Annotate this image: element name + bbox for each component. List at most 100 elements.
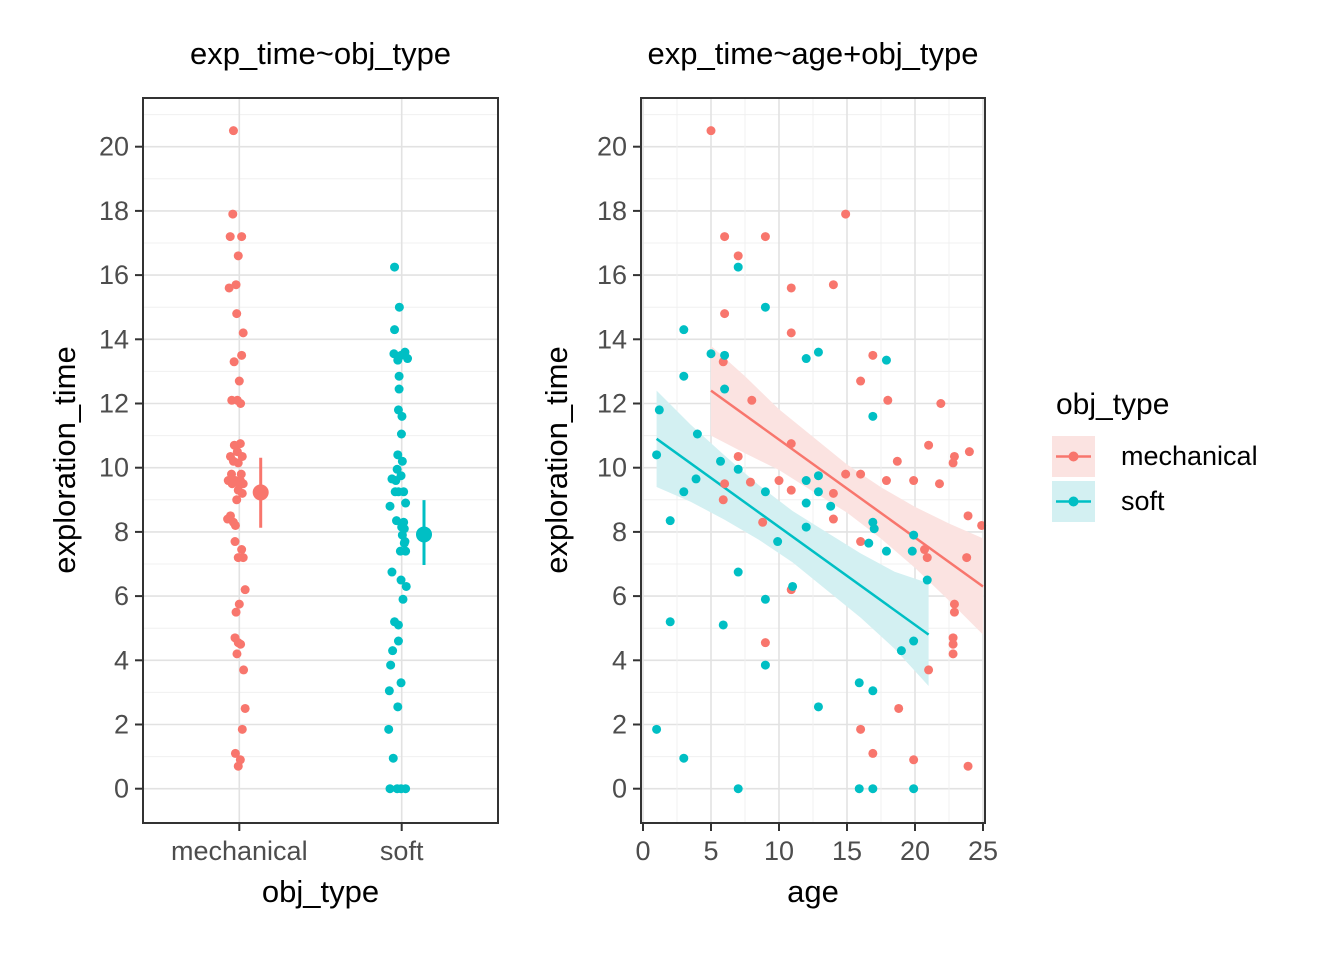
data-point — [398, 594, 408, 604]
data-point — [716, 456, 726, 466]
data-point — [948, 633, 958, 643]
legend-entry-soft: soft — [1052, 481, 1258, 522]
data-point — [801, 498, 811, 508]
data-point — [399, 538, 409, 548]
data-point — [397, 411, 407, 421]
left-y-axis-title: exploration_time — [47, 346, 82, 574]
data-point — [963, 761, 973, 771]
data-point — [232, 649, 242, 659]
data-point — [936, 399, 946, 408]
data-point — [679, 487, 689, 497]
data-point — [401, 498, 411, 508]
data-point — [909, 530, 919, 540]
data-point — [390, 262, 400, 272]
data-point — [948, 649, 958, 659]
data-point — [760, 302, 770, 312]
data-point — [864, 538, 874, 548]
data-point — [237, 488, 247, 498]
svg-text:0: 0 — [612, 774, 627, 804]
svg-text:8: 8 — [612, 517, 627, 547]
data-point — [813, 347, 823, 357]
legend-key-soft-icon — [1052, 481, 1095, 522]
svg-text:25: 25 — [968, 836, 998, 866]
data-point — [396, 678, 406, 688]
data-point — [229, 357, 239, 367]
data-point — [758, 517, 768, 527]
data-point — [393, 487, 403, 497]
data-point — [733, 784, 743, 794]
data-point — [733, 262, 743, 272]
data-point — [390, 325, 400, 335]
data-point — [236, 639, 246, 649]
data-point — [813, 471, 823, 481]
data-point — [394, 384, 404, 394]
data-point — [868, 350, 878, 360]
legend-title: obj_type — [1056, 388, 1170, 421]
data-point — [232, 309, 242, 319]
svg-text:20: 20 — [99, 132, 129, 162]
data-point — [234, 376, 244, 386]
regression-line-soft — [655, 437, 930, 636]
data-point — [393, 620, 403, 630]
data-point — [720, 309, 730, 319]
jitter-points-mechanical — [223, 126, 250, 771]
data-point — [760, 638, 770, 648]
data-point — [386, 660, 396, 670]
data-point — [720, 232, 730, 242]
data-point — [813, 702, 823, 712]
data-point — [760, 232, 770, 242]
legend-label-mechanical: mechanical — [1121, 441, 1258, 471]
confidence-ribbon-mechanical — [711, 345, 983, 635]
data-point — [907, 546, 917, 556]
mean-ci-soft — [416, 500, 432, 565]
data-point — [786, 485, 796, 495]
data-point — [236, 399, 246, 408]
right-panel-border — [640, 97, 986, 824]
scatter-points-mechanical — [706, 126, 987, 771]
svg-text:12: 12 — [99, 389, 129, 419]
svg-text:14: 14 — [99, 324, 129, 354]
svg-text:4: 4 — [114, 645, 129, 675]
data-point — [706, 349, 716, 359]
svg-text:8: 8 — [114, 517, 129, 547]
data-point — [856, 469, 866, 479]
data-point — [691, 474, 701, 484]
data-point — [909, 476, 919, 486]
data-point — [854, 784, 864, 794]
data-point — [869, 524, 879, 534]
svg-text:15: 15 — [832, 836, 862, 866]
data-point — [238, 479, 248, 489]
data-point — [225, 511, 235, 521]
data-point — [868, 686, 878, 696]
data-point — [881, 546, 891, 556]
data-point — [948, 458, 958, 468]
data-point — [963, 511, 973, 521]
svg-text:16: 16 — [597, 260, 627, 290]
data-point — [228, 209, 238, 219]
data-point — [977, 520, 987, 530]
data-point — [745, 477, 755, 487]
svg-text:18: 18 — [99, 196, 129, 226]
data-point — [801, 522, 811, 532]
data-point — [881, 355, 891, 365]
data-point — [401, 581, 411, 591]
data-point — [396, 575, 406, 585]
data-point — [692, 429, 702, 439]
svg-text:2: 2 — [612, 710, 627, 740]
scatter-points-soft — [652, 262, 932, 794]
data-point — [231, 607, 241, 617]
data-point — [230, 633, 240, 643]
data-point — [868, 411, 878, 421]
svg-text:20: 20 — [900, 836, 930, 866]
data-point — [388, 753, 398, 763]
data-point — [720, 479, 730, 489]
data-point — [760, 660, 770, 670]
regression-line-mechanical — [710, 389, 984, 588]
data-point — [401, 546, 411, 556]
data-point — [225, 232, 235, 242]
data-point — [760, 487, 770, 497]
data-point — [652, 450, 662, 460]
data-point — [747, 395, 757, 405]
data-point — [385, 501, 395, 511]
